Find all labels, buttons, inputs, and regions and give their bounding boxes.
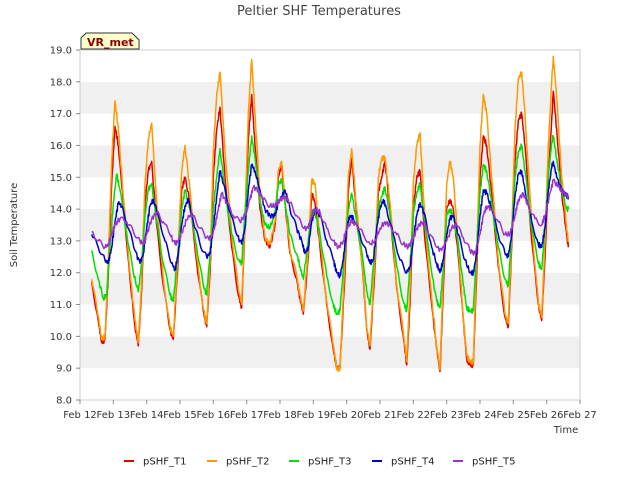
series-line-pshf_t2	[90, 55, 569, 372]
y-tick-label: 8.0	[56, 396, 72, 407]
series-line-pshf_t4	[90, 160, 570, 279]
legend-label: pSHF_T3	[308, 457, 351, 468]
grid-band	[80, 145, 580, 178]
x-tick-label: Feb 23	[430, 410, 464, 421]
y-tick-label: 16.0	[50, 141, 72, 152]
x-tick-label: Feb 26	[530, 410, 564, 421]
y-tick-label: 19.0	[50, 46, 72, 57]
x-tick-label: Feb 16	[197, 410, 231, 421]
series-lines	[90, 55, 570, 373]
grid-band	[80, 113, 580, 146]
x-tick-label: Feb 22	[397, 410, 431, 421]
legend-label: pSHF_T4	[391, 457, 434, 468]
y-tick-label: 10.0	[50, 332, 72, 343]
x-tick-label: Feb 25	[497, 410, 531, 421]
y-axis-title: Soil Temperature	[9, 183, 20, 268]
badge-box	[80, 32, 140, 50]
x-axis-ticks: Feb 12 Feb 13 Feb 14 Feb 15 Feb 16 Feb 17 Feb …	[63, 400, 597, 421]
y-tick-label: 13.0	[50, 236, 72, 247]
x-tick-label: Feb 12	[63, 410, 97, 421]
grid-band	[80, 368, 580, 400]
y-tick-label: 11.0	[50, 300, 72, 311]
x-tick-label: Feb 24	[463, 410, 497, 421]
y-tick-label: 15.0	[50, 173, 72, 184]
x-tick-label: Feb 13	[97, 410, 131, 421]
y-tick-label: 14.0	[50, 205, 72, 216]
y-axis-ticks: 8.0 9.0 10.0 11.0 12.0 13.0 14.0 15.0 16.0 17.0 18…	[50, 46, 80, 407]
y-tick-label: 9.0	[56, 364, 72, 375]
y-tick-label: 18.0	[50, 77, 72, 88]
x-tick-label: Feb 27	[563, 410, 597, 421]
chart-title: Peltier SHF Temperatures	[237, 4, 401, 19]
grid-band	[80, 336, 580, 369]
grid-band	[80, 177, 580, 210]
x-tick-label: Feb 20	[330, 410, 364, 421]
series-line-pshf_t5	[91, 178, 569, 256]
vr-met-badge: VR_met	[80, 32, 140, 50]
legend: pSHF_T1 pSHF_T2 pSHF_T3 pSHF_T4 pSHF_T5	[124, 457, 515, 468]
x-tick-label: Feb 21	[363, 410, 397, 421]
legend-label: pSHF_T5	[472, 457, 515, 468]
x-tick-label: Feb 15	[163, 410, 197, 421]
y-tick-label: 12.0	[50, 268, 72, 279]
plot-area-frame	[79, 49, 581, 401]
x-axis-title: Time	[553, 425, 578, 436]
x-tick-label: Feb 14	[130, 410, 164, 421]
x-tick-label: Feb 19	[297, 410, 331, 421]
badge-label: VR_met	[87, 36, 134, 49]
x-tick-label: Feb 17	[230, 410, 264, 421]
grid-band	[80, 81, 580, 114]
legend-label: pSHF_T2	[226, 457, 269, 468]
grid-band	[80, 240, 580, 273]
y-tick-label: 17.0	[50, 109, 72, 120]
grid-band	[80, 50, 580, 82]
legend-label: pSHF_T1	[143, 457, 186, 468]
grid-bands	[80, 50, 580, 400]
x-tick-label: Feb 18	[263, 410, 297, 421]
